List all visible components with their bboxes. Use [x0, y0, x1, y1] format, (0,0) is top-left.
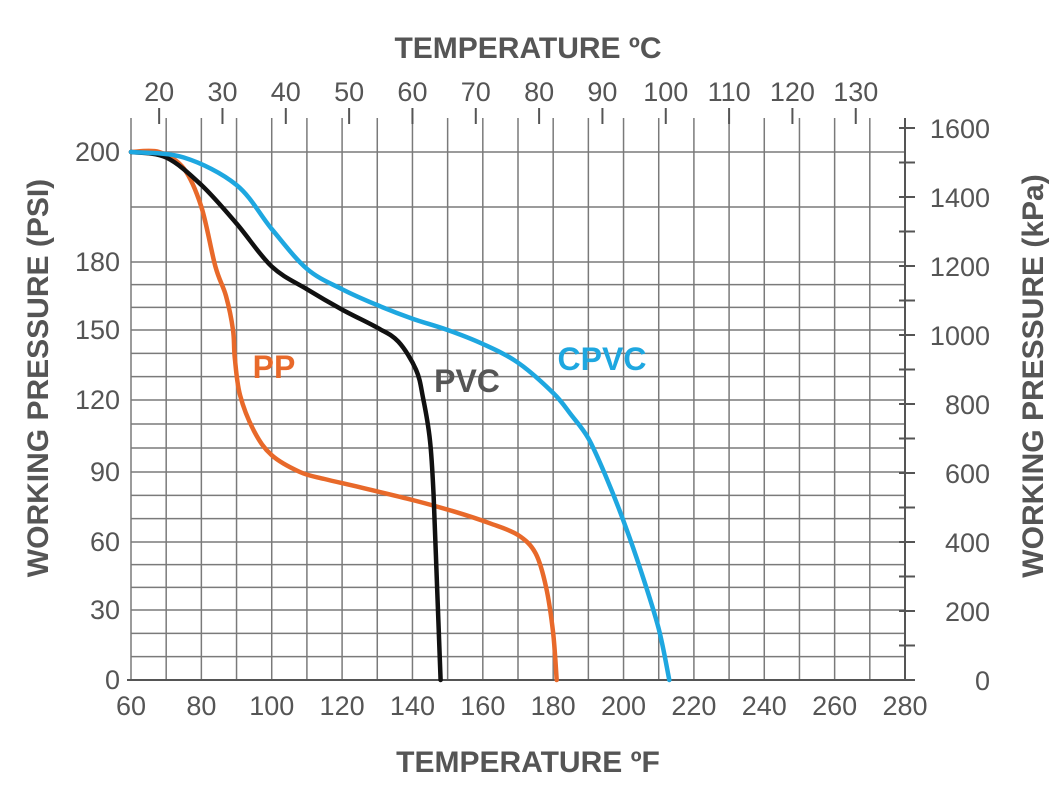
- series-line-cpvc: [128, 149, 672, 683]
- y-left-tick-label: 0: [105, 665, 120, 695]
- x-top-tick-label: 20: [144, 77, 174, 107]
- y-right-tick-label: 800: [945, 390, 990, 420]
- y-left-tick-label: 200: [75, 137, 120, 167]
- x-top-tick-label: 120: [770, 77, 815, 107]
- y-right-tick-label: 1600: [930, 114, 990, 144]
- series-label-pvc: PVC: [434, 363, 500, 399]
- x-bottom-tick-label: 80: [186, 691, 216, 721]
- y-left-tick-label: 60: [90, 527, 120, 557]
- y-left-tick-label: 120: [75, 385, 120, 415]
- series-line-pvc: [128, 149, 443, 683]
- y-left-tick-label: 150: [75, 315, 120, 345]
- y-right-axis-title: WORKING PRESSURE (kPa): [1017, 174, 1050, 577]
- y-right-tick-label: 1200: [930, 252, 990, 282]
- x-bottom-tick-label: 280: [882, 691, 927, 721]
- y-right-tick-label: 400: [945, 528, 990, 558]
- grid-lines: [130, 118, 906, 681]
- x-top-tick-label: 110: [708, 77, 751, 107]
- x-bottom-tick-label: 60: [116, 691, 146, 721]
- y-right-tick-label: 600: [945, 459, 990, 489]
- x-top-tick-label: 100: [643, 77, 688, 107]
- x-top-axis-title: TEMPERATURE ºC: [394, 32, 661, 65]
- series-label-pp: PP: [253, 349, 296, 385]
- series-labels: PP PVC CPVC: [253, 341, 647, 399]
- y-right-tick-label: 1000: [930, 321, 990, 351]
- y-left-axis-title: WORKING PRESSURE (PSI): [22, 179, 55, 577]
- x-bottom-tick-label: 120: [320, 691, 365, 721]
- x-top-tick-label: 80: [524, 77, 554, 107]
- x-bottom-tick-label: 200: [601, 691, 646, 721]
- x-bottom-tick-label: 160: [460, 691, 505, 721]
- y-right-tick-label: 1400: [930, 183, 990, 213]
- x-bottom-tick-label: 100: [249, 691, 294, 721]
- y-right-tick-label: 0: [975, 666, 990, 696]
- y-right-tick-label: 200: [945, 597, 990, 627]
- x-top-tick-label: 40: [271, 77, 301, 107]
- series-label-cpvc: CPVC: [558, 341, 647, 377]
- x-top-tick-label: 90: [587, 77, 617, 107]
- y-left-tick-label: 180: [75, 247, 120, 277]
- x-bottom-tick-label: 220: [671, 691, 716, 721]
- x-top-tick-label: 130: [833, 77, 878, 107]
- side-tick-marks: [158, 108, 915, 681]
- series-line-pp: [128, 148, 559, 683]
- y-left-tick-label: 30: [90, 595, 120, 625]
- axis-lines: [127, 118, 906, 681]
- x-bottom-tick-label: 240: [742, 691, 787, 721]
- x-bottom-tick-label: 140: [390, 691, 435, 721]
- x-top-tick-label: 70: [461, 77, 491, 107]
- x-top-tick-label: 30: [207, 77, 237, 107]
- x-top-tick-label: 50: [334, 77, 364, 107]
- x-bottom-tick-label: 180: [531, 691, 576, 721]
- x-bottom-axis-title: TEMPERATURE ºF: [396, 746, 660, 779]
- tick-labels: 60 80 100 120 140 160 180 200 220 240 260 280 20 30 40…: [75, 77, 990, 721]
- x-top-tick-label: 60: [397, 77, 427, 107]
- series-lines: [128, 148, 672, 683]
- x-bottom-tick-label: 260: [812, 691, 857, 721]
- y-left-tick-label: 90: [90, 457, 120, 487]
